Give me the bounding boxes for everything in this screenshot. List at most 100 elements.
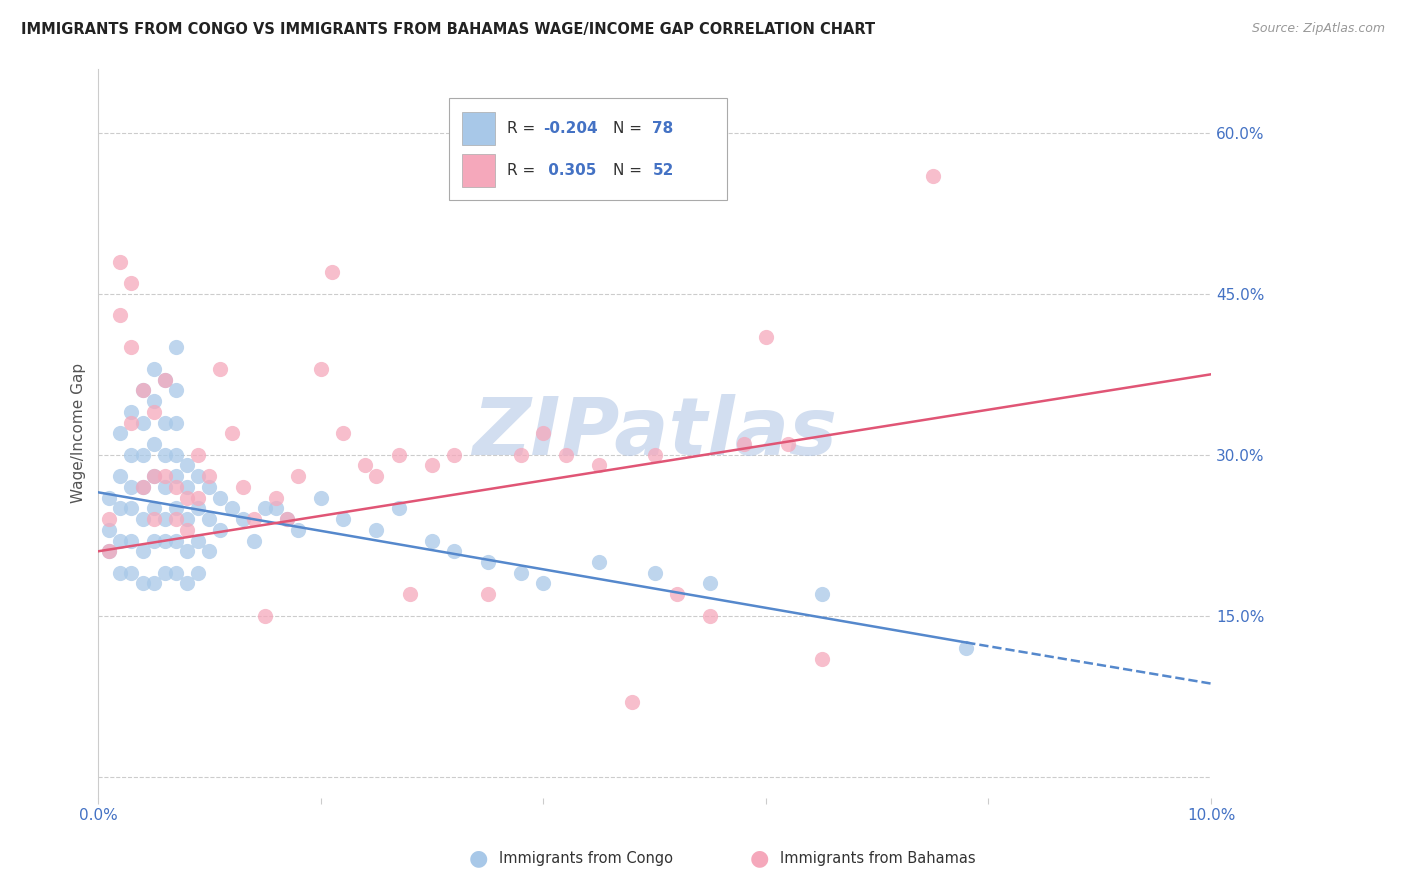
Point xyxy=(110,566,132,580)
Point xyxy=(153,533,176,548)
Point xyxy=(142,469,165,483)
Point xyxy=(110,469,132,483)
Point xyxy=(131,448,153,462)
Point xyxy=(778,437,800,451)
Point xyxy=(366,469,388,483)
Point xyxy=(276,512,298,526)
Point xyxy=(120,341,142,355)
Point xyxy=(120,480,142,494)
Point xyxy=(332,512,354,526)
Point xyxy=(253,608,276,623)
Point xyxy=(153,566,176,580)
Point xyxy=(477,555,499,569)
Point xyxy=(264,491,287,505)
Point xyxy=(510,566,533,580)
Point xyxy=(98,523,121,537)
Point xyxy=(165,341,187,355)
Point xyxy=(165,416,187,430)
Point xyxy=(165,501,187,516)
Point xyxy=(176,480,198,494)
Point xyxy=(98,544,121,558)
Point xyxy=(287,469,309,483)
Point xyxy=(120,566,142,580)
Point xyxy=(644,448,666,462)
Point xyxy=(332,426,354,441)
Point xyxy=(131,384,153,398)
Point xyxy=(142,576,165,591)
Point xyxy=(131,576,153,591)
Point xyxy=(120,416,142,430)
Point xyxy=(221,426,243,441)
Text: ●: ● xyxy=(468,848,488,868)
Point xyxy=(755,330,778,344)
Point xyxy=(187,469,209,483)
Point xyxy=(387,501,409,516)
Point xyxy=(98,512,121,526)
Point xyxy=(309,362,332,376)
Point xyxy=(243,533,266,548)
Point xyxy=(443,544,465,558)
Point xyxy=(153,448,176,462)
Point xyxy=(209,491,232,505)
Point xyxy=(176,512,198,526)
Text: ●: ● xyxy=(749,848,769,868)
Point xyxy=(665,587,688,601)
Point xyxy=(142,362,165,376)
Point xyxy=(810,651,832,665)
Point xyxy=(142,394,165,409)
Point xyxy=(477,587,499,601)
Point xyxy=(531,426,554,441)
Point xyxy=(110,426,132,441)
Point xyxy=(120,533,142,548)
Point xyxy=(531,576,554,591)
Point xyxy=(176,544,198,558)
Point xyxy=(165,566,187,580)
Point xyxy=(554,448,576,462)
Point xyxy=(131,384,153,398)
Text: Immigrants from Bahamas: Immigrants from Bahamas xyxy=(780,851,976,865)
Point xyxy=(110,254,132,268)
Point xyxy=(264,501,287,516)
Point xyxy=(276,512,298,526)
Text: IMMIGRANTS FROM CONGO VS IMMIGRANTS FROM BAHAMAS WAGE/INCOME GAP CORRELATION CHA: IMMIGRANTS FROM CONGO VS IMMIGRANTS FROM… xyxy=(21,22,875,37)
Text: Source: ZipAtlas.com: Source: ZipAtlas.com xyxy=(1251,22,1385,36)
Point xyxy=(165,469,187,483)
Point xyxy=(131,480,153,494)
Point xyxy=(354,458,377,473)
Point xyxy=(120,405,142,419)
Point xyxy=(510,448,533,462)
Point xyxy=(955,640,977,655)
Point xyxy=(366,523,388,537)
Point xyxy=(187,491,209,505)
Point xyxy=(420,533,443,548)
Point xyxy=(142,501,165,516)
Text: ZIPatlas: ZIPatlas xyxy=(472,394,837,472)
Point xyxy=(153,469,176,483)
Text: -0.204: -0.204 xyxy=(543,120,598,136)
Point xyxy=(243,512,266,526)
Point xyxy=(131,416,153,430)
Point xyxy=(131,480,153,494)
Point xyxy=(153,512,176,526)
Point xyxy=(321,265,343,279)
Point xyxy=(198,512,221,526)
Point xyxy=(699,608,721,623)
Point xyxy=(810,587,832,601)
Point xyxy=(165,512,187,526)
Point xyxy=(232,480,254,494)
Point xyxy=(110,308,132,322)
Point xyxy=(98,544,121,558)
Point xyxy=(198,480,221,494)
Point xyxy=(176,491,198,505)
Point xyxy=(110,501,132,516)
Point xyxy=(142,437,165,451)
Text: 52: 52 xyxy=(652,163,673,178)
Point xyxy=(621,694,644,708)
Point xyxy=(443,448,465,462)
Point xyxy=(588,458,610,473)
Text: 78: 78 xyxy=(652,120,673,136)
Point xyxy=(198,544,221,558)
Point xyxy=(699,576,721,591)
Text: N =: N = xyxy=(613,163,647,178)
Point xyxy=(588,555,610,569)
